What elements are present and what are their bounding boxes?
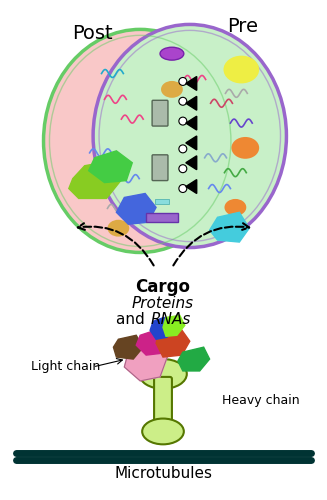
Polygon shape <box>186 156 197 170</box>
Ellipse shape <box>139 359 187 389</box>
Text: Microtubules: Microtubules <box>114 466 212 481</box>
Circle shape <box>179 98 187 105</box>
Ellipse shape <box>142 418 184 444</box>
Polygon shape <box>113 336 143 359</box>
Polygon shape <box>89 151 132 182</box>
Polygon shape <box>163 316 185 336</box>
Polygon shape <box>186 180 197 194</box>
Text: Proteins: Proteins <box>132 296 194 310</box>
Polygon shape <box>178 347 210 371</box>
Text: and: and <box>116 312 150 328</box>
Ellipse shape <box>232 137 259 159</box>
Polygon shape <box>186 116 197 130</box>
Circle shape <box>179 145 187 153</box>
Polygon shape <box>210 212 249 242</box>
Circle shape <box>179 164 187 172</box>
FancyArrowPatch shape <box>78 223 154 266</box>
Polygon shape <box>69 161 122 198</box>
Circle shape <box>179 117 187 125</box>
Polygon shape <box>186 96 197 110</box>
Circle shape <box>179 78 187 86</box>
Text: Cargo: Cargo <box>135 278 191 296</box>
Polygon shape <box>186 136 197 150</box>
Text: Pre: Pre <box>227 17 258 36</box>
FancyBboxPatch shape <box>152 155 168 180</box>
Ellipse shape <box>161 81 183 98</box>
Ellipse shape <box>108 220 129 236</box>
Ellipse shape <box>43 30 237 252</box>
Text: RNAs: RNAs <box>150 312 191 328</box>
Polygon shape <box>150 318 172 339</box>
Polygon shape <box>156 328 190 357</box>
Polygon shape <box>124 341 168 381</box>
Ellipse shape <box>160 47 184 60</box>
Text: Post: Post <box>72 24 113 43</box>
Circle shape <box>179 184 187 192</box>
FancyBboxPatch shape <box>152 100 168 126</box>
Text: Heavy chain: Heavy chain <box>221 394 299 407</box>
Ellipse shape <box>223 56 259 84</box>
FancyArrowPatch shape <box>173 223 249 266</box>
Ellipse shape <box>93 24 286 248</box>
FancyBboxPatch shape <box>154 377 172 428</box>
Polygon shape <box>186 76 197 90</box>
Text: Light chain: Light chain <box>31 360 100 374</box>
Bar <box>146 214 178 222</box>
Polygon shape <box>136 330 170 355</box>
Polygon shape <box>116 194 156 224</box>
Ellipse shape <box>224 199 246 216</box>
Bar <box>155 200 169 204</box>
